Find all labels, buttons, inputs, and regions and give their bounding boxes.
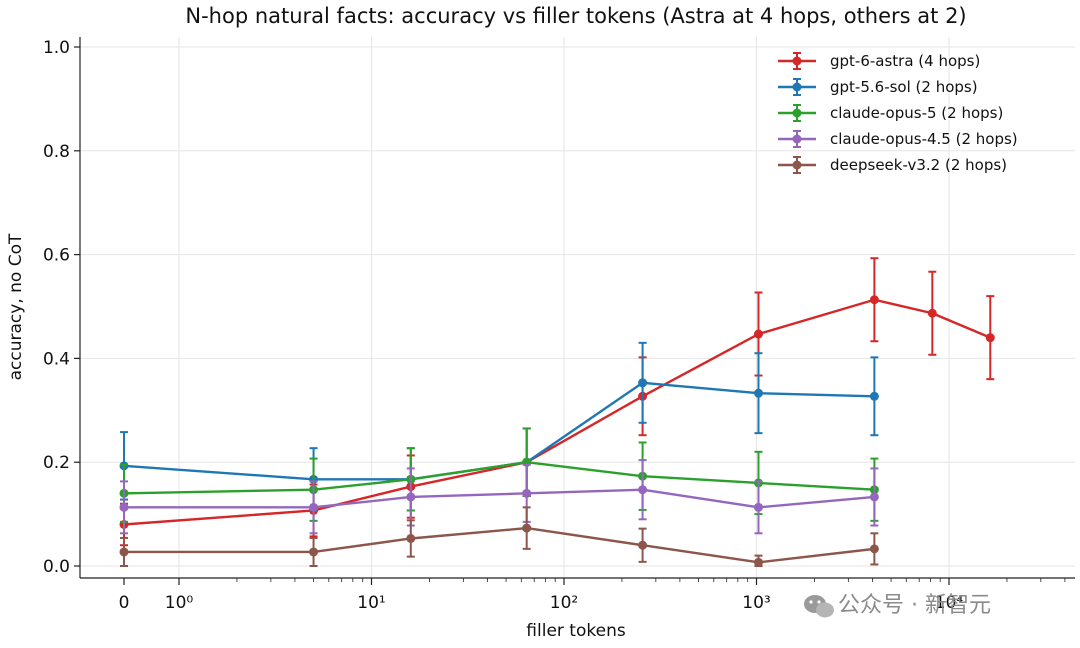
legend-item: claude-opus-5 (2 hops) <box>778 104 1003 122</box>
y-tick-label: 0.4 <box>43 349 70 369</box>
data-point <box>119 502 129 512</box>
x-axis-label: filler tokens <box>526 621 626 641</box>
legend-marker <box>792 108 802 118</box>
x-tick-label: 10⁰ <box>165 593 194 613</box>
data-point <box>522 523 532 533</box>
data-point <box>753 388 763 398</box>
legend-marker <box>792 160 802 170</box>
data-point <box>638 485 648 495</box>
data-point <box>985 333 995 343</box>
legend-label: deepseek-v3.2 (2 hops) <box>830 156 1007 174</box>
data-point <box>869 544 879 554</box>
watermark-text: 公众号 · 新智元 <box>838 593 991 618</box>
data-point <box>406 533 416 543</box>
legend-label: claude-opus-5 (2 hops) <box>830 104 1003 122</box>
data-point <box>869 295 879 305</box>
legend: gpt-6-astra (4 hops) gpt-5.6-sol (2 hops)… <box>778 52 1018 174</box>
series-layer <box>119 257 995 567</box>
y-tick-label: 1.0 <box>43 38 70 58</box>
axes: 0.0 0.2 0.4 0.6 0.8 1.0 0 10⁰ 10¹ 10² 10³ 10⁴ <box>43 37 1075 613</box>
data-point <box>522 488 532 498</box>
y-tick-label: 0.2 <box>43 453 70 473</box>
data-point <box>309 547 319 557</box>
wechat-logo-icon <box>804 595 834 618</box>
y-tick-label: 0.6 <box>43 246 70 266</box>
chart-title: N-hop natural facts: accuracy vs filler … <box>185 4 966 28</box>
series-line <box>123 381 875 481</box>
series-0 <box>119 257 995 547</box>
x-tick-label: 10⁴ <box>935 593 964 613</box>
data-point <box>753 502 763 512</box>
series-1 <box>119 341 879 512</box>
legend-item: gpt-6-astra (4 hops) <box>778 52 980 70</box>
x-tick-label: 10³ <box>742 593 770 613</box>
series-3 <box>119 459 879 535</box>
grid <box>80 37 1075 578</box>
legend-item: gpt-5.6-sol (2 hops) <box>778 78 978 96</box>
x-tick-label: 10² <box>550 593 578 613</box>
legend-marker <box>792 134 802 144</box>
data-point <box>869 391 879 401</box>
y-axis-label: accuracy, no CoT <box>6 233 26 380</box>
x-tick-label: 10¹ <box>357 593 385 613</box>
series-4 <box>119 506 879 567</box>
data-point <box>309 502 319 512</box>
legend-marker <box>792 82 802 92</box>
legend-label: gpt-5.6-sol (2 hops) <box>830 78 978 96</box>
y-tick-label: 0.0 <box>43 557 70 577</box>
data-point <box>753 557 763 567</box>
data-point <box>927 308 937 318</box>
watermark: 公众号 · 新智元 <box>804 593 991 618</box>
legend-marker <box>792 56 802 66</box>
data-point <box>638 378 648 388</box>
data-point <box>406 492 416 502</box>
y-tick-label: 0.8 <box>43 142 70 162</box>
data-point <box>869 492 879 502</box>
legend-item: deepseek-v3.2 (2 hops) <box>778 156 1007 174</box>
data-point <box>119 547 129 557</box>
x-tick-label: 0 <box>119 593 130 613</box>
legend-label: gpt-6-astra (4 hops) <box>830 52 980 70</box>
series-line <box>123 461 875 495</box>
data-point <box>638 540 648 550</box>
data-point <box>753 329 763 339</box>
legend-label: claude-opus-4.5 (2 hops) <box>830 130 1018 148</box>
legend-item: claude-opus-4.5 (2 hops) <box>778 130 1018 148</box>
